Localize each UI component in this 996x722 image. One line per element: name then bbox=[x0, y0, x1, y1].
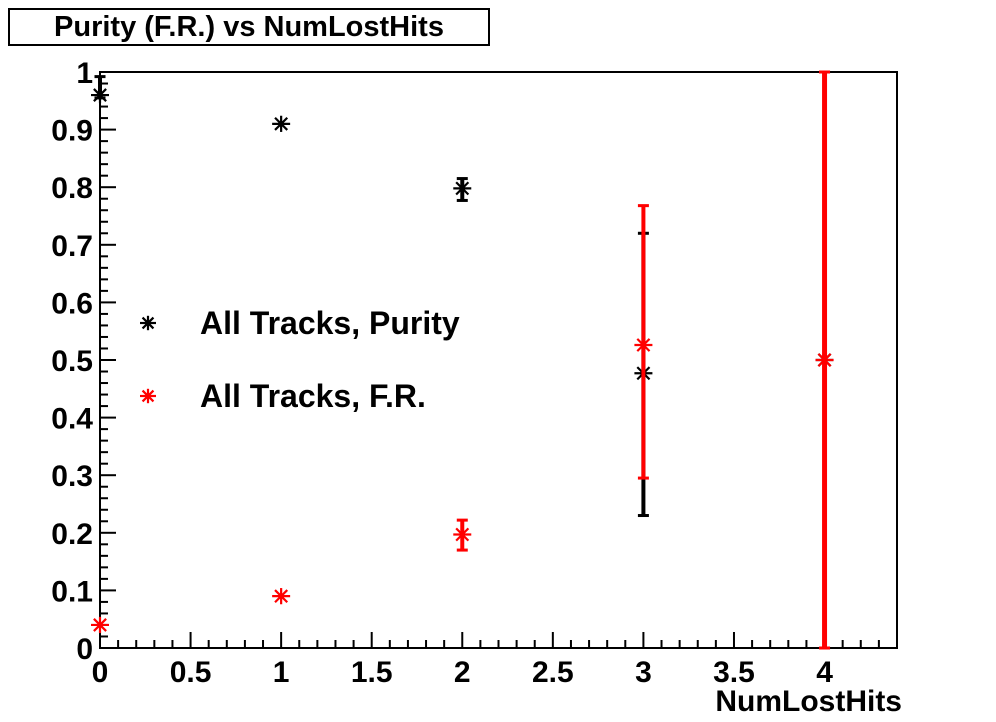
x-tick-label: 3.5 bbox=[713, 656, 755, 689]
y-tick-label: 0 bbox=[76, 633, 93, 666]
y-tick-label: 0.3 bbox=[51, 460, 93, 493]
x-tick-label: 1 bbox=[273, 656, 290, 689]
x-tick-label: 2 bbox=[454, 656, 471, 689]
x-tick-label: 4 bbox=[816, 656, 833, 689]
y-tick-label: 0.4 bbox=[51, 403, 93, 436]
y-tick-label: 0.9 bbox=[51, 115, 93, 148]
marker-center bbox=[459, 531, 466, 538]
marker-center bbox=[459, 185, 466, 192]
marker-center bbox=[97, 621, 103, 628]
marker-center bbox=[145, 393, 151, 399]
data-point-marker bbox=[91, 616, 109, 634]
series-purity bbox=[91, 75, 834, 518]
marker-center bbox=[97, 92, 103, 99]
y-tick-label: 0.7 bbox=[51, 230, 93, 263]
data-point-marker bbox=[140, 388, 156, 404]
marker-center bbox=[145, 320, 151, 326]
data-point-marker bbox=[453, 180, 472, 197]
x-tick-label: 1.5 bbox=[351, 656, 393, 689]
x-tick-label: 3 bbox=[635, 656, 652, 689]
data-point-marker bbox=[140, 315, 156, 331]
plot-title: Purity (F.R.) vs NumLostHits bbox=[54, 10, 444, 43]
axis-tick-labels: 0 0.5 1 1.5 2 2.5 3 3.5 4 0 0.1 0.2 0.3 0.4 0.5 0.6 0.7 0… bbox=[51, 57, 833, 689]
marker-center bbox=[278, 120, 285, 127]
y-tick-label: 0.2 bbox=[51, 518, 93, 551]
legend: All Tracks, Purity All Tracks, F.R. bbox=[140, 305, 460, 414]
legend-label-fr: All Tracks, F.R. bbox=[200, 378, 426, 414]
x-axis-title: NumLostHits bbox=[715, 685, 902, 718]
y-tick-label: 1 bbox=[76, 57, 93, 90]
marker-center bbox=[821, 357, 828, 363]
y-tick-label: 0.6 bbox=[51, 287, 93, 320]
legend-marker-fr-icon bbox=[140, 388, 156, 404]
marker-center bbox=[278, 593, 285, 600]
data-point-marker bbox=[815, 351, 834, 369]
data-point-marker bbox=[272, 115, 291, 132]
y-tick-label: 0.8 bbox=[51, 172, 93, 205]
data-point-marker bbox=[634, 336, 653, 354]
data-point-marker bbox=[272, 588, 291, 605]
series-fr bbox=[91, 70, 834, 650]
x-tick-label: 0 bbox=[92, 656, 109, 689]
plot-title-box: Purity (F.R.) vs NumLostHits bbox=[8, 8, 490, 46]
x-tick-label: 0.5 bbox=[170, 656, 212, 689]
data-point-marker bbox=[91, 86, 109, 104]
y-tick-label: 0.1 bbox=[51, 575, 93, 608]
marker-center bbox=[640, 342, 647, 349]
data-point-marker bbox=[453, 526, 472, 543]
x-tick-label: 2.5 bbox=[532, 656, 574, 689]
legend-label-purity: All Tracks, Purity bbox=[200, 305, 460, 341]
y-tick-label: 0.5 bbox=[51, 345, 93, 378]
axis-ticks bbox=[99, 71, 880, 649]
plot-frame bbox=[99, 71, 898, 649]
data-series bbox=[91, 70, 834, 650]
legend-marker-purity-icon bbox=[140, 315, 156, 331]
